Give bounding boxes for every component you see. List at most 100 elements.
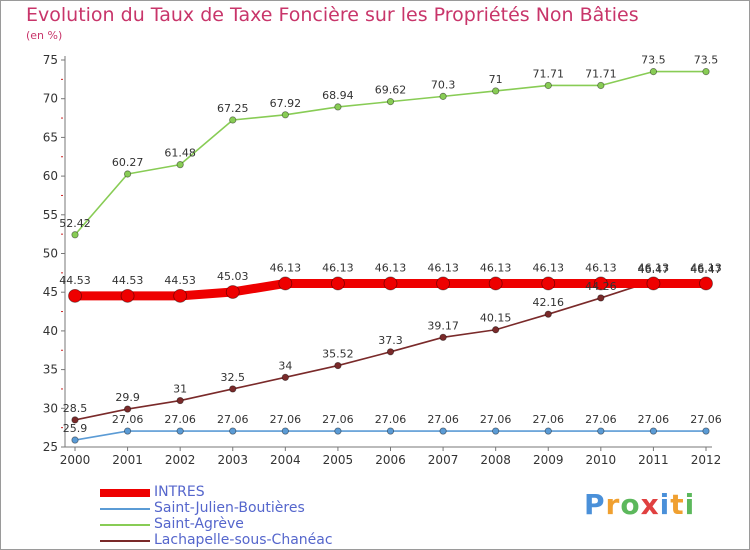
data-label: 67.25 <box>217 102 249 115</box>
data-point-saint-julien-boutieres <box>229 427 237 435</box>
data-point-intres <box>646 276 661 291</box>
data-point-intres <box>120 288 135 303</box>
data-point-saint-julien-boutieres <box>597 427 605 435</box>
legend-swatch <box>100 508 150 510</box>
data-label: 46.13 <box>480 261 512 274</box>
data-label: 46.13 <box>322 261 354 274</box>
x-tick-label: 2004 <box>270 453 301 467</box>
logo-letter: i <box>659 488 671 521</box>
chart-subtitle: (en %) <box>26 29 63 42</box>
data-label: 46.47 <box>638 263 670 276</box>
data-label: 73.5 <box>641 54 666 67</box>
data-point-saint-julien-boutieres <box>281 427 289 435</box>
data-label: 44.26 <box>585 280 617 293</box>
data-label: 71.71 <box>533 67 565 80</box>
data-labels: 44.53 44.53 44.53 45.03 46.13 46.13 46.13 46.13… <box>59 54 722 435</box>
x-tick-label: 2010 <box>586 453 617 467</box>
data-point-intres <box>225 285 240 299</box>
y-tick-label: 75 <box>43 53 58 67</box>
y-tick-label: 65 <box>43 130 58 144</box>
data-point-saint-agreve <box>334 103 342 111</box>
data-point-saint-julien-boutieres <box>386 427 395 435</box>
data-label: 44.53 <box>112 274 144 287</box>
logo-letter: P <box>584 488 606 521</box>
data-label: 44.53 <box>164 274 196 287</box>
data-point-lachapelle-sous-chaneac <box>281 373 289 381</box>
data-label: 37.3 <box>378 334 403 347</box>
data-point-lachapelle-sous-chaneac <box>544 310 552 318</box>
legend-swatch <box>100 489 150 497</box>
data-point-lachapelle-sous-chaneac <box>229 385 237 393</box>
data-point-intres <box>436 276 450 291</box>
y-tick-label: 50 <box>43 247 58 261</box>
data-label: 27.06 <box>164 413 196 426</box>
data-point-saint-agreve <box>597 81 605 90</box>
data-point-intres <box>173 288 188 303</box>
line-chart: 25 30 35 40 45 50 55 60 65 70 75 2000 2001 2002 2003 20… <box>43 53 722 467</box>
data-point-saint-agreve <box>702 68 710 76</box>
data-label: 27.06 <box>427 413 459 426</box>
data-point-saint-agreve <box>281 111 289 119</box>
proxiti-logo: Proxiti <box>584 488 695 521</box>
logo-letter: o <box>620 488 641 521</box>
data-point-saint-agreve <box>492 87 500 95</box>
data-label: 46.13 <box>533 261 565 274</box>
data-point-lachapelle-sous-chaneac <box>597 294 605 302</box>
data-point-intres <box>488 276 503 291</box>
data-label: 69.62 <box>375 84 407 97</box>
data-point-saint-julien-boutieres <box>123 427 132 435</box>
data-label: 42.16 <box>533 296 565 309</box>
y-tick-label: 25 <box>43 440 58 454</box>
data-label: 46.13 <box>690 261 722 274</box>
data-point-saint-agreve <box>544 81 552 90</box>
data-label: 71 <box>489 73 503 86</box>
data-point-lachapelle-sous-chaneac <box>492 326 500 334</box>
x-tick-label: 2006 <box>375 453 406 467</box>
data-label: 32.5 <box>221 371 246 384</box>
data-label: 27.06 <box>533 413 565 426</box>
data-label: 46.13 <box>638 261 670 274</box>
data-label: 46.13 <box>427 261 459 274</box>
data-point-lachapelle-sous-chaneac <box>123 405 132 413</box>
data-point-saint-agreve <box>176 161 184 169</box>
data-label: 73.5 <box>694 54 719 67</box>
data-point-lachapelle-sous-chaneac <box>439 333 447 341</box>
series-layer <box>68 68 713 444</box>
legend: INTRES Saint-Julien-Boutières Saint-Agrève… <box>100 484 400 549</box>
data-point-saint-julien-boutieres <box>176 427 184 435</box>
legend-item: Saint-Julien-Boutières <box>100 500 400 517</box>
data-label: 44.53 <box>59 274 91 287</box>
x-tick-label: 2011 <box>638 453 669 467</box>
data-point-intres <box>593 276 608 291</box>
data-point-saint-agreve <box>123 170 132 178</box>
data-point-saint-julien-boutieres <box>544 427 552 435</box>
data-point-saint-agreve <box>649 68 658 76</box>
data-label: 29.9 <box>115 391 140 404</box>
x-tick-label: 2003 <box>217 453 248 467</box>
legend-label: Saint-Julien-Boutières <box>154 500 305 516</box>
data-point-saint-julien-boutieres <box>334 427 342 435</box>
axes: 25 30 35 40 45 50 55 60 65 70 75 2000 2001 2002 2003 20… <box>43 53 722 467</box>
data-label: 28.5 <box>63 402 88 415</box>
x-tick-label: 2008 <box>480 453 511 467</box>
x-tick-label: 2012 <box>691 453 722 467</box>
x-tick-label: 2005 <box>323 453 354 467</box>
data-point-lachapelle-sous-chaneac <box>334 361 342 370</box>
data-label: 68.94 <box>322 89 354 102</box>
data-label: 27.06 <box>480 413 512 426</box>
logo-letter: x <box>640 488 660 521</box>
data-label: 60.27 <box>112 156 144 169</box>
data-point-intres <box>68 288 82 303</box>
data-label: 27.06 <box>375 413 407 426</box>
legend-label: INTRES <box>154 484 205 500</box>
y-tick-label: 40 <box>43 324 58 338</box>
data-point-lachapelle-sous-chaneac <box>386 348 395 356</box>
chart-title: Evolution du Taux de Taxe Foncière sur l… <box>26 4 639 26</box>
data-point-saint-julien-boutieres <box>71 436 79 444</box>
data-label: 46.13 <box>270 261 302 274</box>
data-point-intres <box>278 276 293 291</box>
legend-swatch <box>100 524 150 526</box>
data-label: 27.06 <box>217 413 249 426</box>
legend-item: Lachapelle-sous-Chanéac <box>100 532 400 549</box>
